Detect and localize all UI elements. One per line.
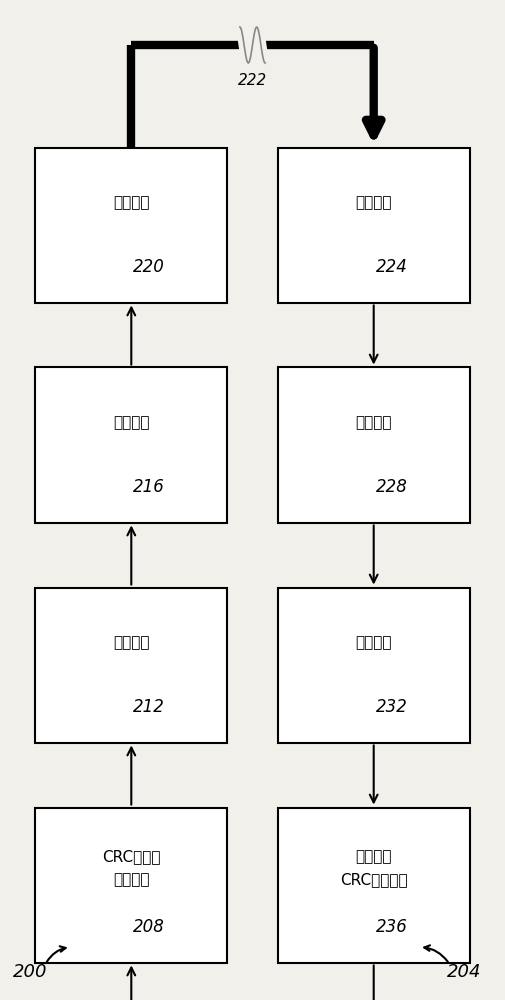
Text: 224: 224 — [375, 258, 408, 276]
Text: 216: 216 — [133, 478, 165, 496]
FancyBboxPatch shape — [278, 367, 470, 522]
Text: CRC生成和: CRC生成和 — [102, 849, 161, 864]
FancyBboxPatch shape — [35, 587, 227, 742]
Text: 掩码电路: 掩码电路 — [113, 872, 149, 888]
FancyBboxPatch shape — [35, 808, 227, 962]
Text: 解扰电路: 解扰电路 — [356, 415, 392, 430]
Text: 解调电路: 解调电路 — [356, 196, 392, 211]
FancyBboxPatch shape — [35, 147, 227, 302]
Text: 236: 236 — [375, 918, 408, 936]
FancyBboxPatch shape — [35, 367, 227, 522]
Text: 222: 222 — [238, 73, 267, 88]
Text: 220: 220 — [133, 258, 165, 276]
Text: 掩码电路: 掩码电路 — [113, 636, 149, 650]
Text: CRC校验电路: CRC校验电路 — [340, 872, 408, 888]
Text: 去掩码和: 去掩码和 — [356, 849, 392, 864]
FancyBboxPatch shape — [278, 147, 470, 302]
Text: 228: 228 — [375, 478, 408, 496]
Text: 232: 232 — [375, 698, 408, 716]
FancyBboxPatch shape — [278, 808, 470, 962]
Text: 204: 204 — [447, 963, 482, 981]
Text: 调制电路: 调制电路 — [113, 196, 149, 211]
Text: 208: 208 — [133, 918, 165, 936]
Text: 200: 200 — [13, 963, 47, 981]
Text: 解码电路: 解码电路 — [356, 636, 392, 650]
FancyBboxPatch shape — [278, 587, 470, 742]
Text: 212: 212 — [133, 698, 165, 716]
Text: 掩码电路: 掩码电路 — [113, 415, 149, 430]
